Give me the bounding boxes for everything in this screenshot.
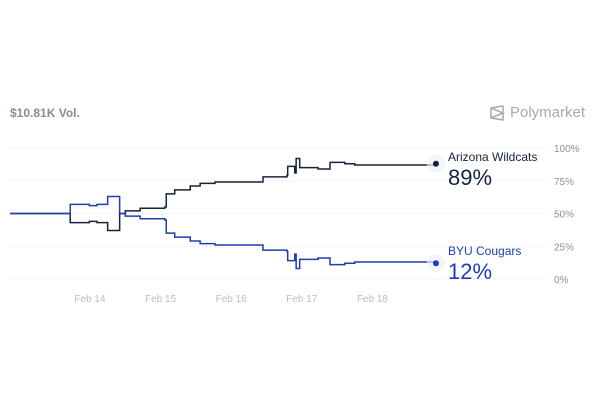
x-tick-label: Feb 15	[145, 294, 177, 305]
series-line	[10, 157, 437, 232]
y-tick-label: 50%	[554, 210, 574, 221]
x-tick-label: Feb 16	[216, 294, 248, 305]
y-tick-label: 100%	[554, 144, 580, 155]
y-tick-label: 0%	[554, 275, 569, 286]
brand-name: Polymarket	[510, 104, 586, 121]
polymarket-logo[interactable]: Polymarket	[489, 104, 585, 121]
y-tick-label: 75%	[554, 177, 574, 188]
endpoint-marker	[432, 260, 439, 267]
series-label-byu: BYU Cougars	[448, 244, 522, 258]
series-value-arizona: 89%	[448, 165, 493, 190]
x-tick-label: Feb 14	[74, 294, 106, 305]
series-line	[10, 195, 437, 270]
y-tick-label: 25%	[554, 242, 574, 253]
x-tick-label: Feb 18	[357, 294, 389, 305]
series-value-byu: 12%	[448, 259, 493, 284]
x-tick-label: Feb 17	[286, 294, 318, 305]
polymarket-icon	[490, 104, 505, 121]
series-label-arizona: Arizona Wildcats	[448, 150, 538, 164]
volume-label: $10.81K Vol.	[10, 106, 80, 120]
endpoint-marker	[432, 160, 439, 167]
